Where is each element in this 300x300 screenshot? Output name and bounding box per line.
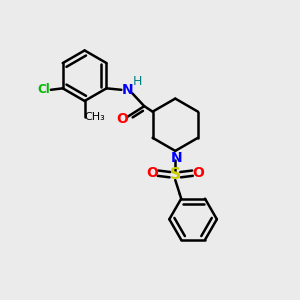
Text: N: N (171, 151, 183, 165)
Text: S: S (170, 167, 181, 182)
Text: Cl: Cl (38, 83, 50, 96)
Text: O: O (193, 166, 204, 180)
Text: H: H (133, 75, 142, 88)
Text: N: N (122, 83, 134, 97)
Text: O: O (146, 166, 158, 180)
Text: O: O (117, 112, 128, 126)
Text: CH₃: CH₃ (85, 112, 105, 122)
